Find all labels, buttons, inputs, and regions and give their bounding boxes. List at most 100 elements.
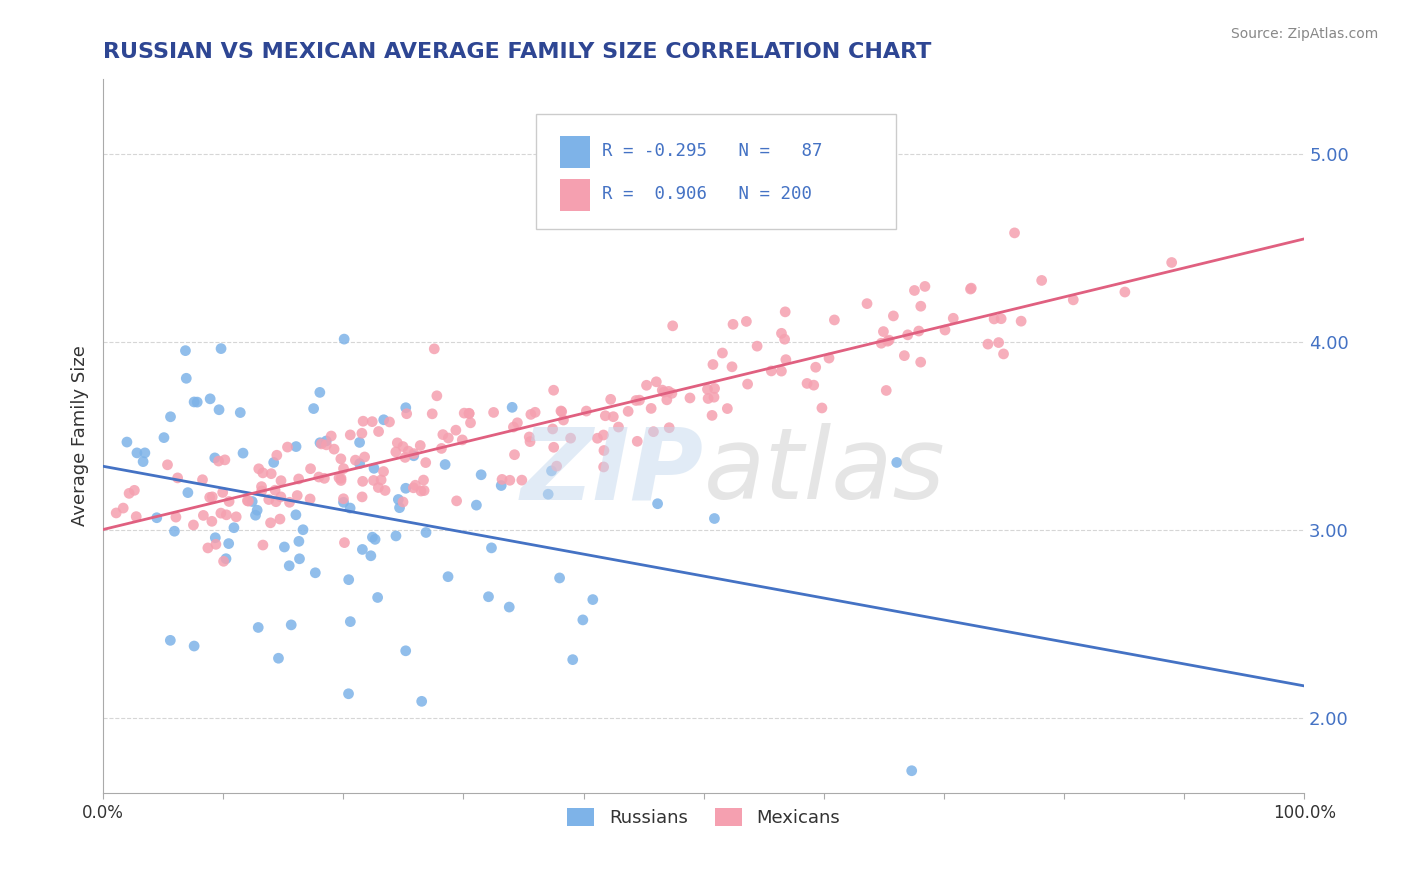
Point bbox=[321, 429, 343, 443]
Point bbox=[990, 311, 1012, 326]
Point bbox=[163, 524, 186, 539]
Point bbox=[252, 538, 274, 552]
Point bbox=[352, 414, 374, 428]
Point bbox=[205, 537, 228, 551]
Point bbox=[959, 282, 981, 296]
Point bbox=[288, 534, 311, 549]
Point bbox=[225, 509, 247, 524]
Point bbox=[218, 494, 240, 508]
Point bbox=[586, 431, 609, 445]
Point bbox=[491, 472, 513, 486]
Point bbox=[266, 448, 288, 462]
Point bbox=[339, 615, 361, 629]
Point bbox=[870, 336, 893, 351]
Point bbox=[626, 434, 648, 449]
Point bbox=[252, 466, 274, 480]
Point bbox=[987, 335, 1010, 350]
Point bbox=[540, 464, 562, 478]
Point bbox=[402, 447, 425, 461]
Point bbox=[280, 618, 302, 632]
Point bbox=[572, 613, 595, 627]
Point bbox=[287, 472, 309, 486]
Point bbox=[702, 358, 724, 372]
Point bbox=[451, 433, 474, 447]
Point bbox=[270, 474, 292, 488]
Point bbox=[363, 474, 385, 488]
Point bbox=[465, 498, 488, 512]
Bar bbox=[560, 136, 589, 168]
Point bbox=[125, 446, 148, 460]
Point bbox=[517, 430, 540, 444]
Point bbox=[624, 393, 647, 408]
Point bbox=[387, 435, 409, 450]
Point bbox=[212, 554, 235, 568]
Point bbox=[489, 478, 512, 492]
Point bbox=[299, 461, 322, 475]
Point bbox=[367, 425, 389, 439]
Point bbox=[501, 401, 523, 415]
Point bbox=[183, 639, 205, 653]
Point bbox=[960, 281, 983, 295]
Point bbox=[647, 497, 669, 511]
Legend: Russians, Mexicans: Russians, Mexicans bbox=[560, 800, 848, 834]
Point bbox=[550, 404, 572, 418]
Point bbox=[636, 378, 658, 392]
Point bbox=[1062, 293, 1084, 307]
Point bbox=[426, 389, 449, 403]
Point bbox=[222, 521, 245, 535]
Point bbox=[236, 493, 259, 508]
Point bbox=[215, 551, 238, 566]
Point bbox=[745, 339, 768, 353]
Point bbox=[105, 506, 128, 520]
Point bbox=[423, 342, 446, 356]
Point bbox=[453, 406, 475, 420]
Point bbox=[942, 311, 965, 326]
Point bbox=[645, 375, 668, 389]
Point bbox=[607, 420, 630, 434]
Point bbox=[503, 448, 526, 462]
Point bbox=[364, 533, 387, 547]
Point bbox=[309, 435, 332, 450]
Point bbox=[392, 495, 415, 509]
Point bbox=[983, 312, 1005, 326]
Point bbox=[232, 446, 254, 460]
Point bbox=[112, 501, 135, 516]
Point bbox=[537, 487, 560, 501]
Point bbox=[166, 471, 188, 485]
Point bbox=[458, 406, 481, 420]
Point bbox=[402, 481, 425, 495]
Point bbox=[437, 431, 460, 445]
Point bbox=[761, 364, 783, 378]
Point bbox=[877, 333, 900, 347]
Point bbox=[510, 473, 533, 487]
Point bbox=[315, 438, 337, 452]
Point bbox=[697, 392, 720, 406]
Point bbox=[856, 296, 879, 310]
Point bbox=[330, 474, 353, 488]
Point bbox=[413, 483, 436, 498]
Point bbox=[811, 401, 834, 415]
Point bbox=[250, 480, 273, 494]
Point bbox=[661, 386, 683, 401]
Point bbox=[209, 342, 232, 356]
Point bbox=[214, 453, 236, 467]
Point bbox=[132, 455, 155, 469]
Point bbox=[240, 494, 263, 508]
Point bbox=[652, 385, 675, 400]
Point bbox=[411, 694, 433, 708]
Point bbox=[446, 494, 468, 508]
Point bbox=[247, 462, 270, 476]
Point bbox=[617, 404, 640, 418]
Point bbox=[897, 327, 920, 342]
Point bbox=[218, 536, 240, 550]
Point bbox=[349, 457, 371, 471]
Point bbox=[177, 485, 200, 500]
Text: R =  0.906   N = 200: R = 0.906 N = 200 bbox=[602, 186, 811, 203]
Point bbox=[385, 445, 408, 459]
Point bbox=[703, 381, 725, 395]
Point bbox=[546, 459, 568, 474]
Point bbox=[273, 540, 295, 554]
Point bbox=[337, 687, 360, 701]
Point bbox=[872, 325, 894, 339]
Point bbox=[804, 360, 827, 375]
